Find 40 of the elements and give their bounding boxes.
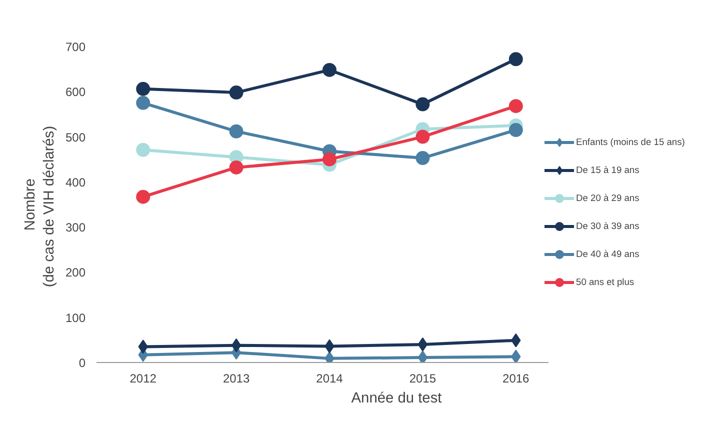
point [229, 160, 244, 174]
point [229, 124, 244, 138]
point [229, 86, 244, 100]
point [416, 97, 430, 112]
legend-label: De 30 à 39 ans [576, 221, 640, 231]
y-tick-label: 0 [78, 356, 86, 370]
point [136, 96, 150, 110]
legend-label: De 40 à 49 ans [576, 249, 640, 259]
y-tick-label: 700 [65, 40, 86, 54]
x-tick-label: 2014 [316, 372, 344, 386]
legend-label: De 20 à 29 ans [576, 193, 640, 203]
point [322, 62, 336, 77]
point [416, 151, 430, 165]
point [418, 350, 428, 362]
point [136, 190, 150, 204]
point [418, 337, 428, 352]
point [508, 123, 523, 137]
x-tick-label: 2015 [409, 372, 436, 386]
y-axis-title: Nombre (de cas de VIH déclarés) [22, 126, 58, 288]
y-tick-label: 200 [65, 266, 86, 280]
x-tick-label: 2013 [222, 372, 250, 386]
y-tick-label: 300 [65, 220, 86, 235]
legend-label: Enfants (moins de 15 ans) [576, 137, 685, 147]
point [231, 338, 242, 352]
legend-label: De 15 à 19 ans [576, 165, 640, 175]
legend-label: 50 ans et plus [576, 277, 634, 287]
y-tick-label: 100 [65, 310, 86, 325]
point [416, 130, 430, 144]
y-tick-label: 400 [65, 175, 86, 190]
x-axis-title: Année du test [351, 390, 442, 406]
point [508, 99, 523, 114]
x-tick-label: 2012 [130, 372, 157, 386]
x-tick-label: 2016 [502, 372, 530, 386]
point [508, 52, 523, 66]
point [136, 142, 150, 157]
point [511, 350, 521, 362]
point [322, 152, 336, 166]
point [136, 82, 150, 96]
y-tick-label: 600 [65, 85, 86, 100]
y-tick-label: 500 [65, 130, 86, 144]
